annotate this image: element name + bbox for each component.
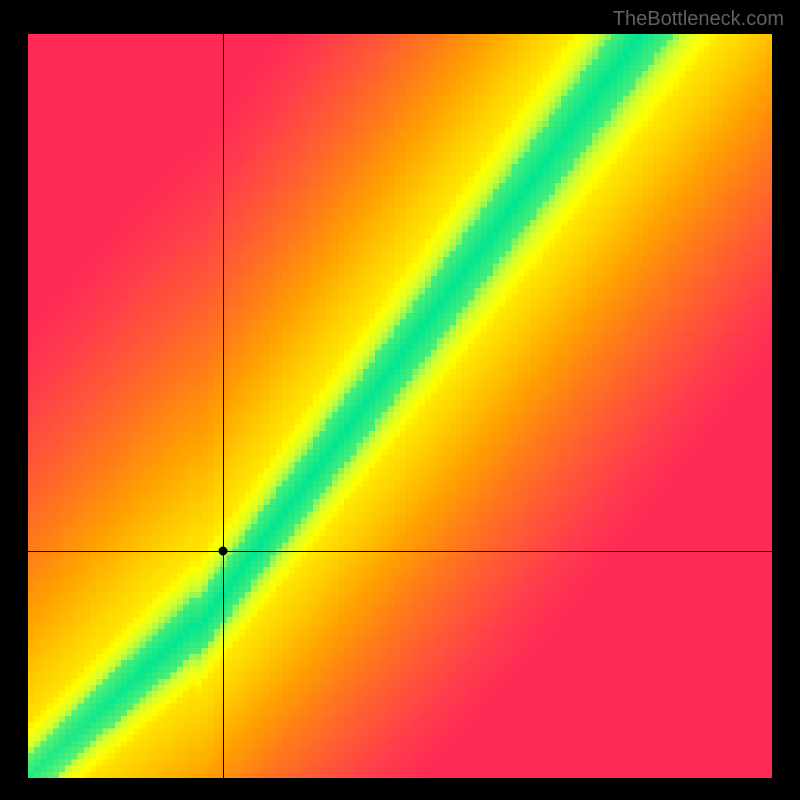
- crosshair-marker-dot: [218, 547, 227, 556]
- crosshair-horizontal: [28, 551, 772, 552]
- watermark-text: TheBottleneck.com: [613, 8, 784, 31]
- heatmap-canvas: [28, 34, 772, 778]
- heatmap-plot-area: [28, 34, 772, 778]
- crosshair-vertical: [223, 34, 224, 778]
